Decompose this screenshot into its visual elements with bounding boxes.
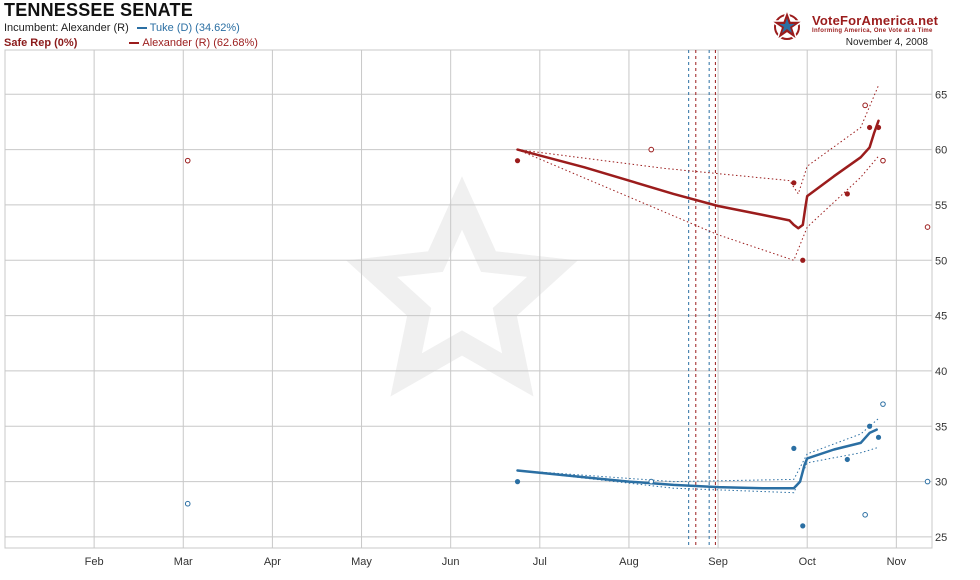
trend-lines xyxy=(516,119,880,490)
alexander-r-poll-6 xyxy=(875,124,882,131)
tuke-d-poll-4 xyxy=(844,456,850,463)
y-tick-label-55: 55 xyxy=(935,200,947,212)
alexander-r-poll-open-5 xyxy=(924,224,931,230)
alexander-r-poll-3 xyxy=(800,257,806,263)
y-tick-label-65: 65 xyxy=(935,89,947,101)
confidence-bands xyxy=(517,85,879,494)
star-watermark-icon xyxy=(346,176,578,397)
tuke-d-poll-5 xyxy=(867,423,873,429)
x-axis-labels: Feb Mar Apr May Jun Jul Aug Sep Oct Nov xyxy=(85,556,907,568)
tuke-d-poll-2 xyxy=(791,445,797,451)
alexander-r-poll-open-4 xyxy=(880,157,886,164)
logo-name: VoteForAmerica.net xyxy=(812,13,939,28)
tuke-d-trend-line xyxy=(516,428,878,490)
y-tick-label-50: 50 xyxy=(935,255,947,267)
tuke-d-poll-6 xyxy=(875,434,882,440)
star-logo-icon xyxy=(768,7,806,42)
poll-points xyxy=(184,102,931,529)
y-axis-labels: 25 30 35 40 45 50 55 60 65 xyxy=(935,89,947,544)
election-date: November 4, 2008 xyxy=(845,37,928,48)
race-status: Safe Rep (0%) xyxy=(4,37,78,49)
alexander-r-poll-5 xyxy=(867,124,873,131)
tuke-d-upper-band xyxy=(517,418,879,483)
x-tick-label-jul: Jul xyxy=(533,556,547,568)
legend-row-1: Incumbent: Alexander (R) Tuke (D) (34.62%… xyxy=(4,22,240,34)
y-tick-label-35: 35 xyxy=(935,421,947,433)
x-tick-label-feb: Feb xyxy=(85,556,104,568)
legend-row-2: Safe Rep (0%) Alexander (R) (62.68%) xyxy=(4,37,258,49)
convention-lines xyxy=(688,50,716,548)
tuke-d-poll-open-4 xyxy=(880,401,886,407)
x-tick-label-mar: Mar xyxy=(174,556,193,568)
alexander-r-upper-band xyxy=(517,85,879,196)
legend-rep-label: Alexander (R) (62.68%) xyxy=(142,37,258,49)
tuke-d-poll-open-1 xyxy=(184,500,191,507)
page-title: TENNESSEE SENATE xyxy=(4,0,193,20)
alexander-r-poll-open-3 xyxy=(862,102,868,109)
rep-swatch xyxy=(129,42,140,45)
x-tick-label-aug: Aug xyxy=(619,556,639,568)
tuke-d-poll-open-5 xyxy=(924,478,931,485)
x-tick-label-apr: Apr xyxy=(264,556,281,568)
x-tick-label-oct: Oct xyxy=(799,556,816,568)
incumbent-label: Incumbent: Alexander (R) xyxy=(4,22,129,34)
tuke-d-poll-open-3 xyxy=(862,512,868,518)
dem-swatch xyxy=(136,27,147,30)
y-tick-label-25: 25 xyxy=(935,532,947,544)
alexander-r-poll-2 xyxy=(791,180,797,186)
alexander-r-poll-4 xyxy=(844,191,850,197)
y-tick-label-30: 30 xyxy=(935,477,947,489)
alexander-r-poll-1 xyxy=(514,158,521,164)
x-tick-label-may: May xyxy=(351,556,372,568)
logo-tagline: Informing America, One Vote at a Time xyxy=(812,28,933,34)
tuke-d-poll-open-2 xyxy=(648,478,655,485)
y-tick-label-60: 60 xyxy=(935,145,947,157)
x-tick-label-nov: Nov xyxy=(887,556,907,568)
alexander-r-trend-line xyxy=(516,119,880,230)
x-tick-label-sep: Sep xyxy=(708,556,728,568)
alexander-r-poll-open-2 xyxy=(648,146,655,153)
site-logo: VoteForAmerica.net Informing America, On… xyxy=(768,6,940,46)
chart-grid xyxy=(4,49,933,549)
y-tick-label-45: 45 xyxy=(935,311,947,323)
legend-dem-label: Tuke (D) (34.62%) xyxy=(149,22,240,34)
tuke-d-poll-1 xyxy=(514,479,521,485)
y-tick-label-40: 40 xyxy=(935,366,947,378)
plot-frame xyxy=(4,49,933,549)
alexander-r-poll-open-1 xyxy=(184,157,191,164)
x-tick-label-jun: Jun xyxy=(442,556,460,568)
tuke-d-poll-3 xyxy=(800,523,806,529)
watermark-star-shape xyxy=(346,176,578,397)
